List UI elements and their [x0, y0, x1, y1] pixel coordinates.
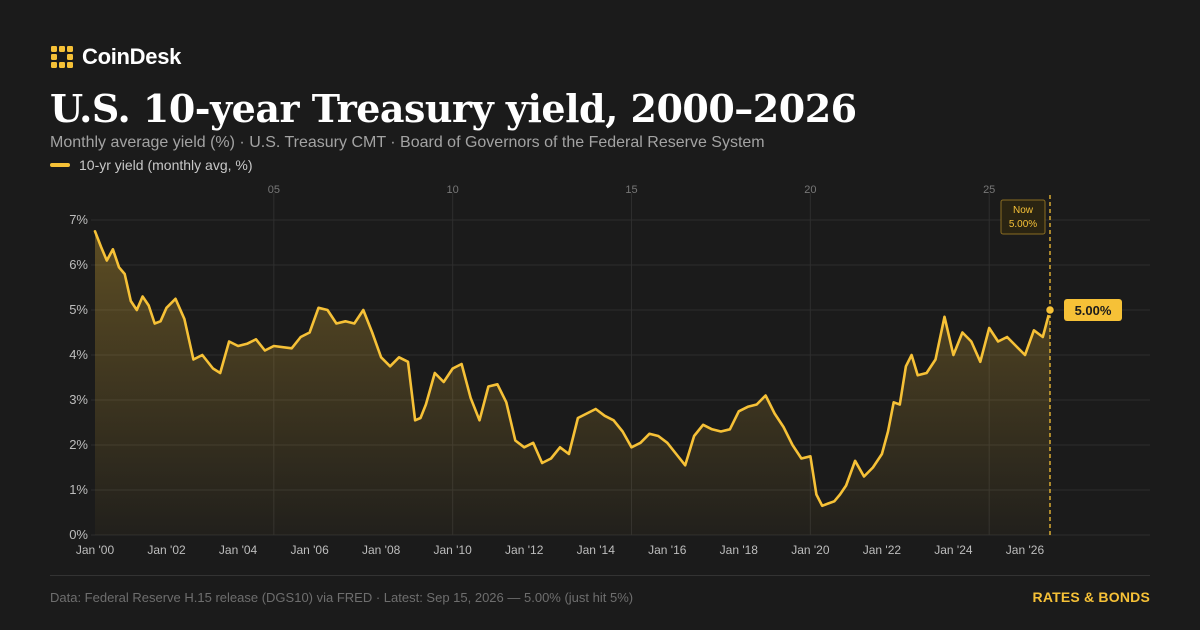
now-annotation-value: 5.00%: [1009, 219, 1037, 230]
legend-swatch: [50, 163, 70, 167]
source-footnote: Data: Federal Reserve H.15 release (DGS1…: [50, 590, 634, 605]
x-tick-label: Jan '18: [720, 543, 759, 557]
x-tick-label: Jan '16: [648, 543, 687, 557]
y-tick-label: 4%: [69, 347, 88, 362]
x-tick-label: Jan '06: [290, 543, 329, 557]
y-tick-label: 3%: [69, 392, 88, 407]
y-tick-label: 7%: [69, 212, 88, 227]
x-tick-label: Jan '08: [362, 543, 401, 557]
x-tick-label: Jan '12: [505, 543, 544, 557]
x-tick-label: Jan '02: [147, 543, 186, 557]
end-value-label: 5.00%: [1075, 303, 1112, 318]
x-tick-label: Jan '04: [219, 543, 258, 557]
x-tick-label: Jan '14: [577, 543, 616, 557]
x-tick-label: Jan '22: [863, 543, 902, 557]
y-tick-label: 0%: [69, 527, 88, 542]
series-area: [95, 231, 1050, 536]
end-value-badge: [1064, 299, 1122, 321]
x-tick-label: Jan '10: [434, 543, 473, 557]
top-tick-label: 15: [625, 184, 637, 196]
latest-point-marker: [1044, 304, 1056, 316]
legend-label: 10-yr yield (monthly avg, %): [79, 157, 253, 173]
brand-name: CoinDesk: [82, 44, 182, 69]
legend: 10-yr yield (monthly avg, %): [50, 157, 253, 173]
y-tick-label: 1%: [69, 482, 88, 497]
x-tick-label: Jan '00: [76, 543, 115, 557]
brand: CoinDesk: [50, 44, 181, 70]
coindesk-logo-icon: [51, 46, 73, 68]
x-tick-label: Jan '20: [791, 543, 830, 557]
footer-divider: [50, 575, 1150, 576]
x-tick-label: Jan '24: [934, 543, 973, 557]
chart-subtitle: Monthly average yield (%) · U.S. Treasur…: [50, 134, 765, 151]
now-annotation-label: Now: [1013, 205, 1034, 216]
top-tick-label: 20: [804, 184, 816, 196]
y-tick-label: 2%: [69, 437, 88, 452]
series-line: [93, 230, 1052, 508]
section-tag[interactable]: RATES & BONDS: [1032, 589, 1150, 605]
chart-title: U.S. 10-year Treasury yield, 2000–2026: [50, 86, 857, 131]
now-annotation-box: [1000, 199, 1046, 235]
top-tick-label: 05: [268, 184, 280, 196]
top-tick-label: 10: [447, 184, 459, 196]
y-tick-label: 5%: [69, 302, 88, 317]
y-tick-label: 6%: [69, 257, 88, 272]
x-tick-label: Jan '26: [1006, 543, 1045, 557]
top-tick-label: 25: [983, 184, 995, 196]
